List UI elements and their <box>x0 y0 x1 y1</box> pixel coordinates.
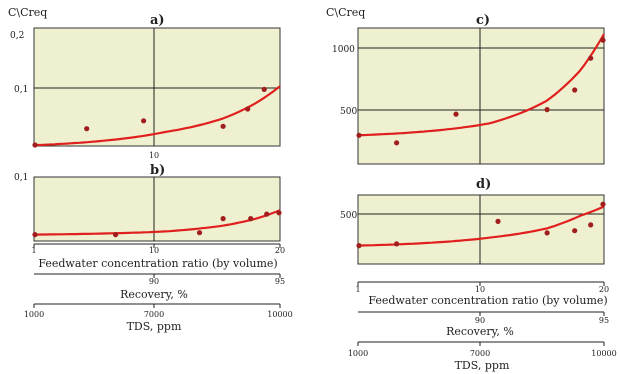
right-axis-3-ticklabel-1000: 1000 <box>348 349 368 358</box>
left-axis-3-ticklabel-10000: 10000 <box>267 310 292 319</box>
panel-a-point-5 <box>261 86 267 92</box>
panel-b-trend-line <box>34 209 281 236</box>
panel-b-point-2 <box>196 230 203 236</box>
panel-c-trend-line <box>357 33 605 137</box>
right-axis-3-ticklabel-7000: 7000 <box>470 349 490 358</box>
panel-b-point-4 <box>248 216 254 222</box>
tick-a-0.2: 0,2 <box>10 31 24 41</box>
panel-c-point-6 <box>600 37 606 43</box>
panel-a-group <box>32 27 281 148</box>
panel-d-point-4 <box>572 228 578 234</box>
panel-d-point-1 <box>394 241 400 247</box>
right-axis-1-label: Feedwater concentration ratio (by volume… <box>368 294 607 307</box>
right-axis-3-ticklabel-10000: 10000 <box>591 349 616 358</box>
tick-a-0.1: 0,1 <box>14 85 28 95</box>
left-axis-1-ticklabel-1: 1 <box>31 246 36 255</box>
panel-c-point-5 <box>588 55 594 61</box>
panel-d-point-0 <box>356 243 362 249</box>
right-axis-2-ticklabel-90: 90 <box>475 316 485 325</box>
panel-c-point-4 <box>572 87 578 93</box>
tick-c-1000: 1000 <box>332 45 355 55</box>
left-bottom-axes: 1 10 20 Feedwater concentration ratio (b… <box>24 243 293 333</box>
panel-c-point-1 <box>394 140 400 146</box>
panel-label-a: a) <box>150 13 165 28</box>
left-ylabel: C\Creq <box>8 6 47 19</box>
left-axis-1-ticklabel-10: 10 <box>149 246 159 255</box>
tick-d-500: 500 <box>340 211 357 221</box>
right-axis-1-ticklabel-20: 20 <box>599 285 609 294</box>
panel-b-point-6 <box>276 210 282 216</box>
right-axis-1-ticklabel-10: 10 <box>475 285 485 294</box>
right-axis-1-ticklabel-1: 1 <box>355 285 360 294</box>
left-axis-1-ticklabel-20: 20 <box>275 246 285 255</box>
panel-d-point-2 <box>495 218 501 224</box>
panel-d-background <box>357 194 605 265</box>
left-axis-2-ticklabel-95: 95 <box>275 277 285 286</box>
panel-c-point-0 <box>356 132 362 138</box>
panel-a-point-0 <box>32 142 38 148</box>
panel-a-xtick-10: 10 <box>149 151 159 160</box>
panel-b-point-0 <box>32 232 38 238</box>
left-axis-3-label: TDS, ppm <box>127 320 182 333</box>
right-axis-2-label: Recovery, % <box>446 325 514 338</box>
right-bottom-axes: 1 10 20 Feedwater concentration ratio (b… <box>348 281 617 372</box>
panel-label-d: d) <box>476 177 491 192</box>
right-ylabel: C\Creq <box>326 6 365 19</box>
right-axis-3-label: TDS, ppm <box>455 359 510 372</box>
panel-d-point-3 <box>544 230 550 236</box>
panel-d-group <box>356 194 606 265</box>
panel-a-trend-line <box>33 85 281 147</box>
tick-b-0.1: 0,1 <box>14 173 28 183</box>
left-axis-2-label: Recovery, % <box>120 288 188 301</box>
tick-c-500: 500 <box>340 107 357 117</box>
panel-c-background <box>357 27 605 165</box>
panel-b-point-5 <box>264 211 270 217</box>
left-axis-1-label: Feedwater concentration ratio (by volume… <box>38 257 277 270</box>
panel-d-point-5 <box>588 222 594 228</box>
panel-a-point-2 <box>141 118 147 124</box>
panel-a-point-4 <box>245 106 251 112</box>
panel-c-point-2 <box>453 111 459 117</box>
panel-d-point-6 <box>600 201 606 207</box>
panel-c-point-3 <box>544 107 550 113</box>
panel-c-group <box>356 27 606 165</box>
left-axis-2-ticklabel-90: 90 <box>149 277 159 286</box>
panel-b-point-3 <box>220 216 226 222</box>
panel-label-c: c) <box>476 13 490 28</box>
left-axis-3-ticklabel-7000: 7000 <box>144 310 164 319</box>
panel-a-point-3 <box>220 123 226 129</box>
panel-b-background <box>33 176 281 242</box>
panel-a-point-1 <box>84 126 90 132</box>
right-axis-2-ticklabel-95: 95 <box>599 316 609 325</box>
panel-b-point-1 <box>113 232 119 238</box>
panel-b-group <box>32 176 282 242</box>
left-axis-3-ticklabel-1000: 1000 <box>24 310 44 319</box>
panel-a-background <box>33 27 281 147</box>
panel-label-b: b) <box>150 163 165 178</box>
